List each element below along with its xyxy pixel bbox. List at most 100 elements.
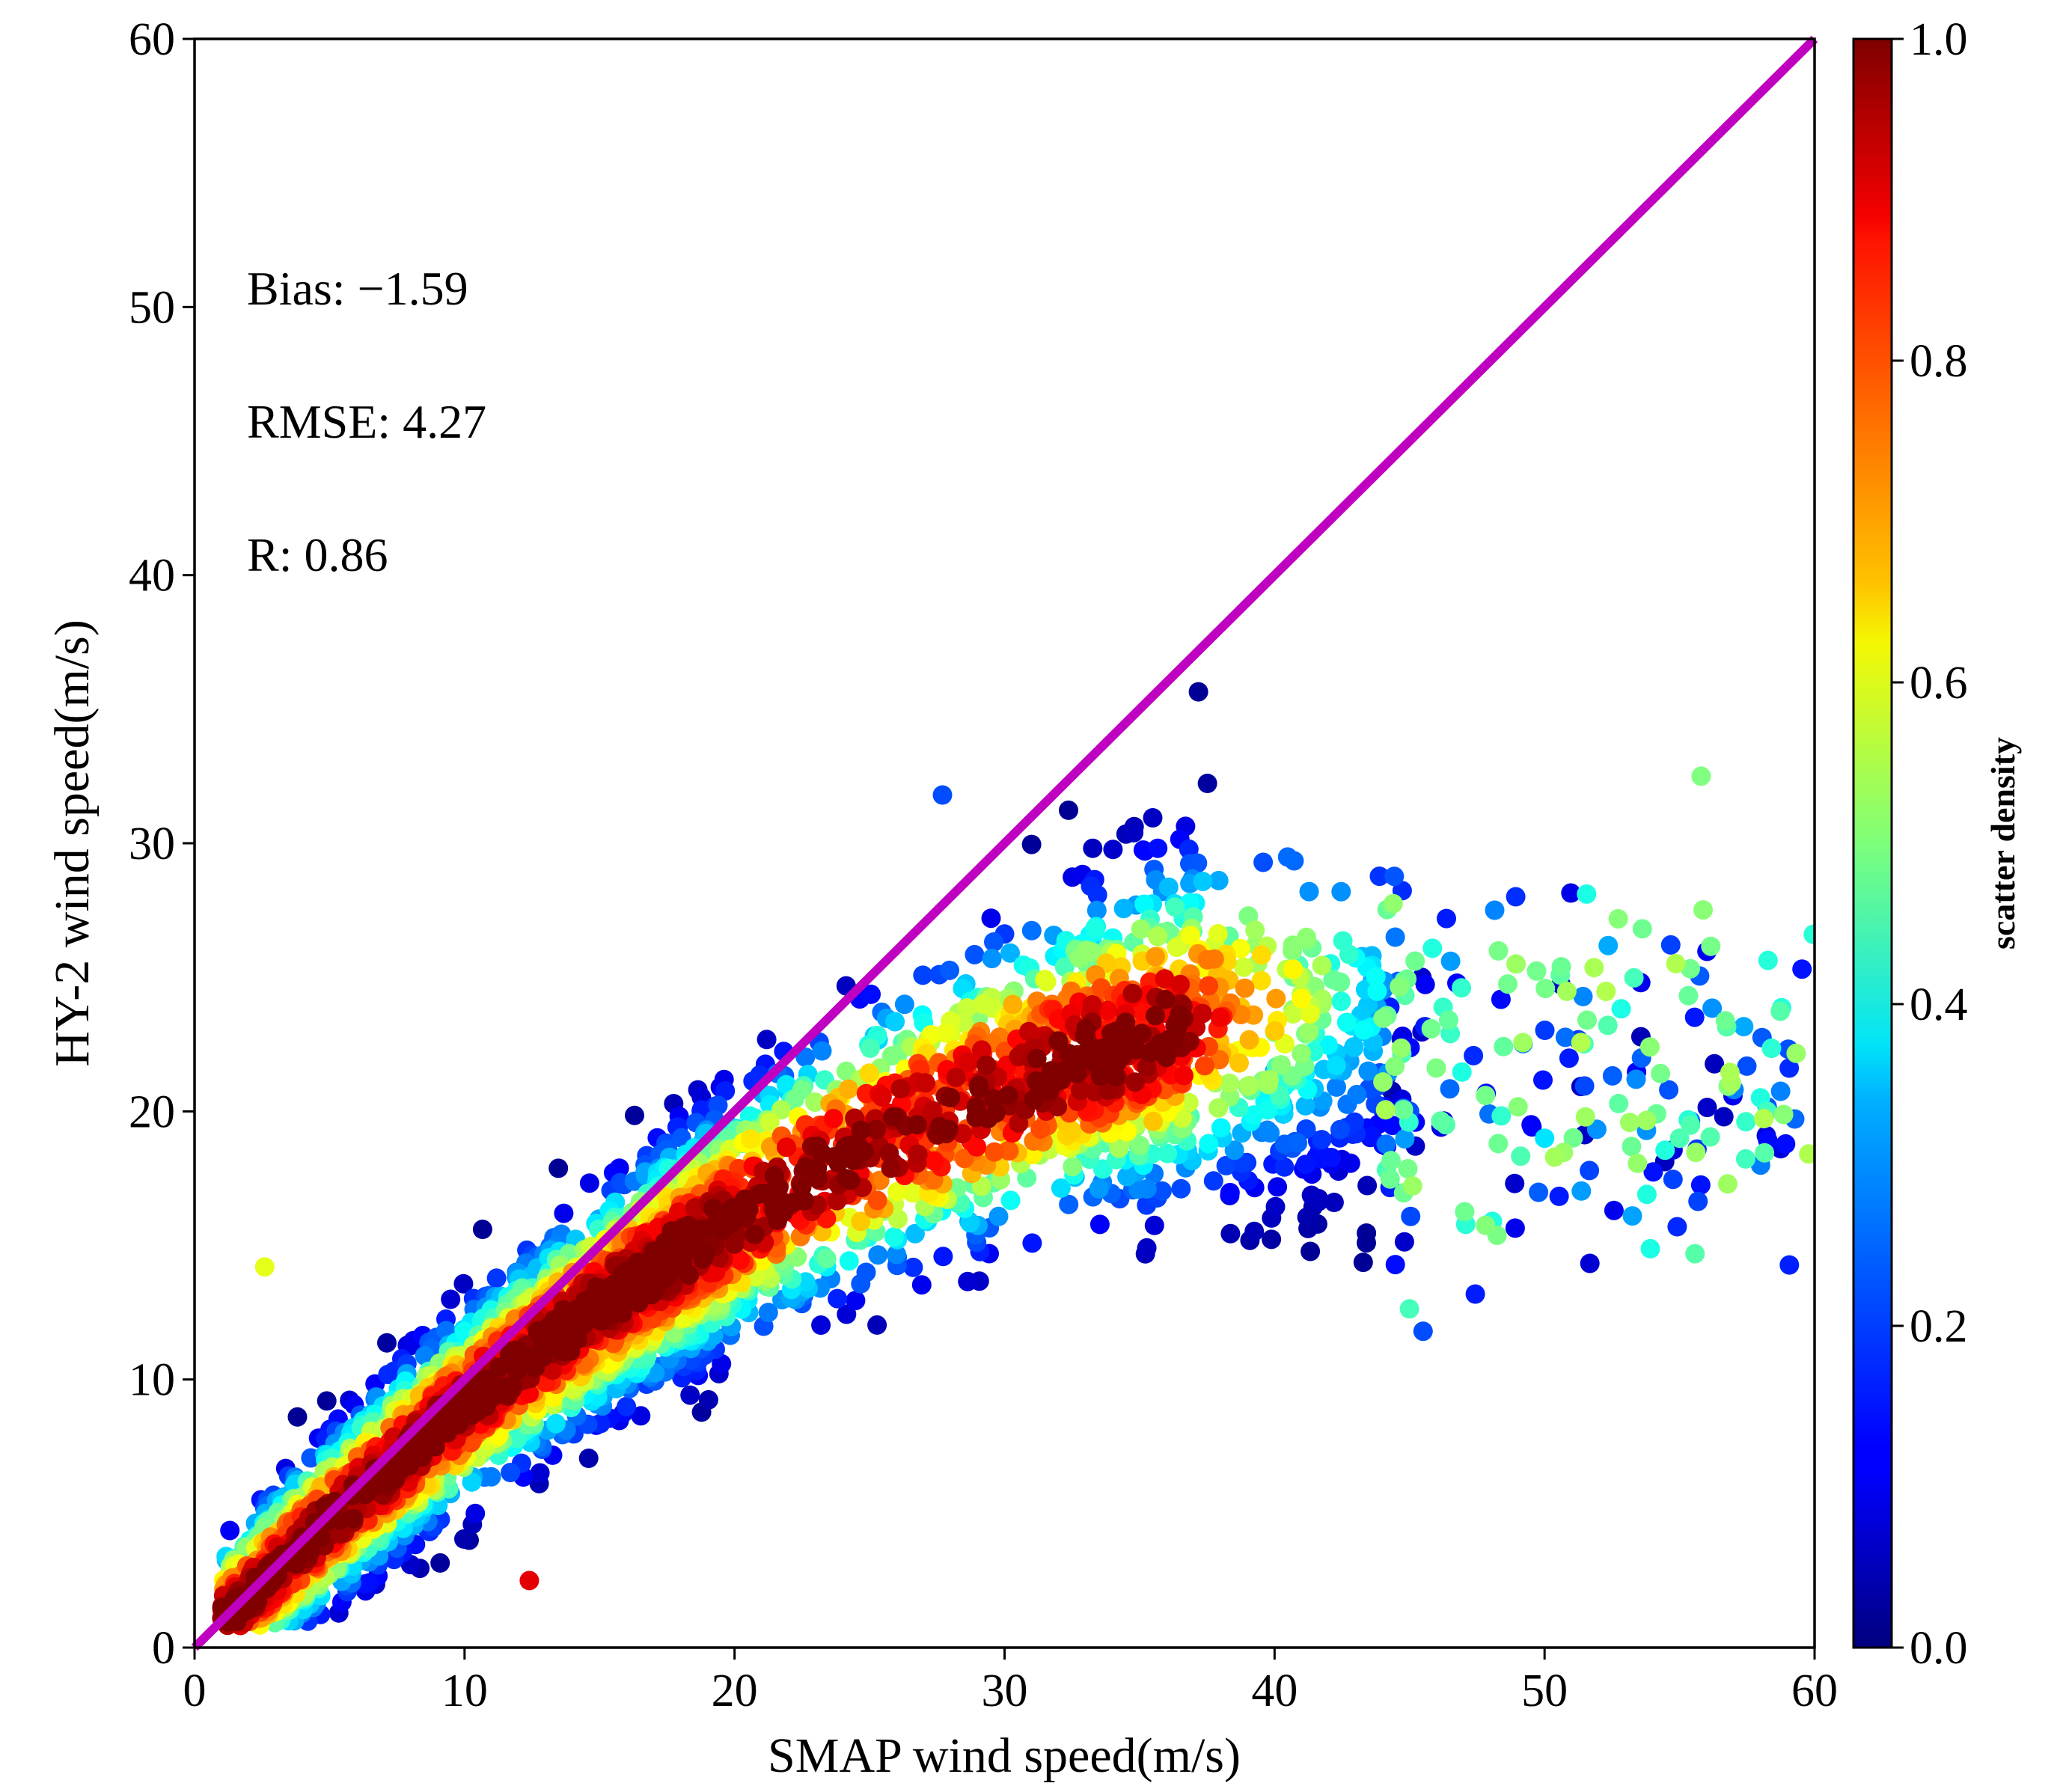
scatter-point <box>1422 938 1443 958</box>
scatter-point <box>883 1107 903 1127</box>
scatter-point <box>1027 1048 1047 1068</box>
scatter-point <box>1158 1143 1178 1163</box>
scatter-point <box>1321 1148 1342 1167</box>
scatter-point <box>1209 1050 1229 1070</box>
scatter-point <box>902 1183 923 1203</box>
scatter-point <box>1259 1070 1279 1089</box>
scatter-point <box>1024 1089 1044 1109</box>
scatter-point <box>1700 1127 1720 1147</box>
scatter-point <box>1373 1008 1393 1028</box>
scatter-point <box>1655 1140 1675 1160</box>
scatter-point <box>1632 919 1652 939</box>
scatter-point <box>1452 978 1472 998</box>
scatter-point <box>505 1340 525 1360</box>
scatter-point <box>1085 918 1105 938</box>
scatter-point <box>867 1119 886 1140</box>
scatter-point <box>1792 959 1812 979</box>
scatter-point <box>473 1371 493 1391</box>
scatter-point <box>441 1289 461 1309</box>
scatter-point <box>741 1129 761 1149</box>
scatter-point <box>1803 924 1815 944</box>
scatter-point <box>730 1250 750 1270</box>
scatter-point <box>1643 1162 1663 1182</box>
scatter-point <box>472 1220 492 1239</box>
scatter-point <box>1639 1037 1660 1057</box>
scatter-point <box>1452 1062 1472 1082</box>
scatter-point <box>1048 1031 1069 1051</box>
x-axis-label: SMAP wind speed(m/s) <box>768 1728 1241 1783</box>
scatter-point <box>903 1257 923 1277</box>
scatter-point <box>1329 972 1349 992</box>
scatter-point <box>907 1115 927 1135</box>
colorbar-tick-label: 0.8 <box>1910 336 1968 387</box>
scatter-point <box>1488 941 1509 961</box>
scatter-point <box>1216 1155 1236 1175</box>
scatter-point <box>1327 1077 1346 1097</box>
scatter-point <box>846 1291 866 1311</box>
scatter-point <box>1224 1140 1244 1160</box>
scatter-point <box>1669 1128 1690 1149</box>
scatter-point <box>1208 924 1228 944</box>
scatter-point <box>1391 1038 1411 1058</box>
scatter-point <box>679 1220 699 1241</box>
scatter-point <box>935 1023 956 1043</box>
scatter-point <box>1535 1128 1555 1149</box>
scatter-point <box>958 1271 978 1291</box>
scatter-point <box>1117 1166 1137 1187</box>
scatter-point <box>1301 1241 1321 1262</box>
scatter-point <box>885 1012 905 1032</box>
scatter-point <box>1203 1171 1223 1191</box>
scatter-point <box>887 1181 908 1202</box>
scatter-point <box>1437 908 1456 929</box>
scatter-point <box>1148 926 1168 947</box>
scatter-point <box>501 1463 521 1482</box>
scatter-point <box>1373 1072 1393 1092</box>
scatter-point <box>1667 1217 1687 1237</box>
scatter-point <box>1090 1066 1110 1086</box>
scatter-point <box>1735 1149 1755 1169</box>
scatter-point <box>861 984 881 1004</box>
scatter-point <box>998 1086 1018 1105</box>
scatter-point <box>1714 1107 1734 1127</box>
scatter-point <box>1556 981 1577 1001</box>
scatter-point <box>1701 936 1721 956</box>
scatter-point <box>1197 774 1217 793</box>
scatter-point <box>792 1080 812 1100</box>
scatter-point <box>768 1178 789 1197</box>
scatter-point <box>1717 1174 1738 1194</box>
scatter-point <box>1146 947 1165 967</box>
x-tick-label: 40 <box>1251 1666 1298 1716</box>
scatter-point <box>1354 1020 1374 1040</box>
scatter-point <box>890 1079 911 1098</box>
scatter-point <box>859 1063 879 1083</box>
scatter-point <box>1082 995 1102 1015</box>
x-axis: 0 10 20 30 40 50 60 <box>183 1648 1838 1716</box>
scatter-point <box>415 1346 435 1366</box>
scatter-point <box>1609 1093 1629 1113</box>
scatter-point <box>1464 1045 1484 1065</box>
scatter-point <box>1165 897 1185 917</box>
scatter-point <box>1608 909 1628 929</box>
scatter-point <box>1251 945 1271 965</box>
scatter-point <box>1125 1072 1145 1092</box>
scatter-point <box>1131 919 1151 939</box>
scatter-point <box>1476 1215 1496 1235</box>
colorbar-ticks: 0.0 0.2 0.4 0.6 0.8 1.0 <box>1892 14 1968 1674</box>
scatter-point <box>1357 1223 1377 1243</box>
scatter-point <box>940 960 959 980</box>
scatter-point <box>771 1100 791 1120</box>
scatter-point <box>1295 1155 1315 1175</box>
scatter-point <box>1093 1038 1113 1058</box>
scatter-point <box>220 1520 240 1541</box>
scatter-point <box>1380 1169 1400 1189</box>
scatter-point <box>1239 1075 1259 1095</box>
scatter-point <box>1299 1022 1319 1042</box>
scatter-point <box>867 1315 887 1335</box>
scatter-point <box>1208 1098 1229 1118</box>
scatter-point <box>413 1436 433 1456</box>
scatter-point <box>851 1211 871 1232</box>
scatter-point <box>1134 894 1154 914</box>
scatter-point <box>1168 1010 1188 1030</box>
scatter-point <box>911 1275 932 1295</box>
scatter-point <box>548 1158 569 1178</box>
